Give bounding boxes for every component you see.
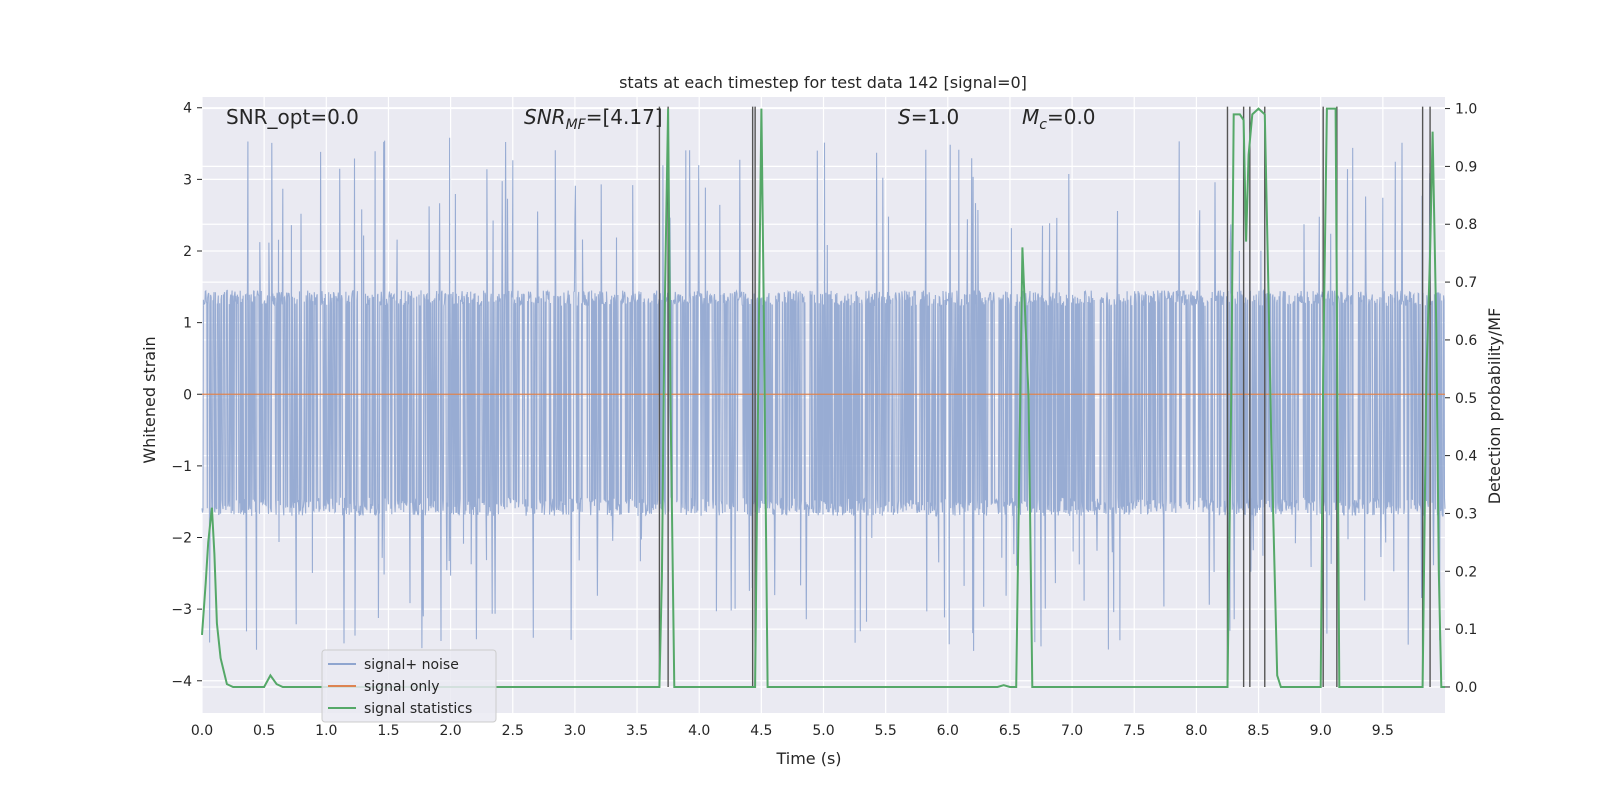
signal-noise-line: [201, 137, 1446, 651]
annotation-mc-value: =0.0: [1047, 105, 1096, 129]
legend-box: [321, 649, 497, 723]
y-left-tick-label: −2: [171, 531, 192, 547]
annotation-mc-main: M: [1022, 105, 1039, 129]
y-right-tick-label: 0.3: [1455, 506, 1477, 522]
legend-label-signal-only: signal only: [364, 679, 439, 695]
x-tick-label: 8.5: [1247, 723, 1269, 739]
x-tick-label: 9.0: [1310, 723, 1332, 739]
y-left-tick-label: −3: [171, 602, 192, 618]
annotation-mc: Mc=0.0: [1022, 105, 1096, 133]
ticks: 0.0 0.5 1.0 1.5 2.0 2.5 3.0 3.5 4.0 4.5 5.0 5.5 6.0 6…: [171, 101, 1477, 739]
y-right-tick-label: 0.1: [1455, 622, 1477, 638]
annotation-snr-opt: SNR_opt=0.0: [226, 105, 359, 129]
x-tick-label: 6.0: [937, 723, 959, 739]
x-tick-label: 1.5: [377, 723, 399, 739]
annotation-mc-sub: c: [1039, 117, 1047, 133]
y-axis-right-label: Detection probability/MF: [1485, 308, 1504, 505]
chart-title: stats at each timestep for test data 142…: [619, 73, 1027, 92]
y-left-tick-label: −1: [171, 459, 192, 475]
y-right-tick-label: 1.0: [1455, 102, 1477, 118]
y-right-tick-label: 0.7: [1455, 275, 1477, 291]
x-tick-label: 7.0: [1061, 723, 1083, 739]
x-tick-label: 2.5: [502, 723, 524, 739]
y-right-tick-label: 0.6: [1455, 333, 1477, 349]
annotation-snr-mf: SNRMF=[4.17]: [524, 105, 663, 133]
x-tick-label: 5.5: [875, 723, 897, 739]
x-tick-label: 0.0: [191, 723, 213, 739]
y-left-tick-label: −4: [171, 674, 192, 690]
y-right-tick-label: 0.0: [1455, 680, 1477, 696]
annotation-s-main: S: [898, 105, 911, 129]
y-left-tick-label: 1: [183, 316, 192, 332]
y-right-tick-label: 0.9: [1455, 159, 1477, 175]
y-axis-left-label: Whitened strain: [140, 336, 159, 463]
y-left-tick-label: 2: [183, 244, 192, 260]
y-right-tick-label: 0.5: [1455, 391, 1477, 407]
annotation-s-value: =1.0: [911, 105, 960, 129]
x-tick-label: 5.0: [812, 723, 834, 739]
x-tick-label: 0.5: [253, 723, 275, 739]
y-left-tick-label: 0: [183, 387, 192, 403]
annotation-snr-mf-sub: MF: [566, 117, 587, 133]
y-left-tick-label: 4: [183, 101, 192, 117]
series-signal-statistics: [201, 107, 1445, 688]
x-tick-label: 4.0: [688, 723, 710, 739]
legend: signal+ noise signal only signal statist…: [321, 649, 497, 723]
annotation-s: S=1.0: [898, 105, 959, 129]
x-tick-label: 8.0: [1185, 723, 1207, 739]
legend-label-signal-noise: signal+ noise: [364, 657, 459, 673]
y-left-tick-label: 3: [183, 172, 192, 188]
annotation-snr-mf-value: =[4.17]: [586, 105, 663, 129]
y-right-tick-label: 0.8: [1455, 217, 1477, 233]
annotation-snr-mf-main: SNR: [524, 105, 566, 129]
x-tick-label: 1.0: [315, 723, 337, 739]
x-axis-label: Time (s): [775, 749, 841, 768]
x-tick-label: 7.5: [1123, 723, 1145, 739]
signal-statistics-line: [201, 107, 1445, 688]
series-signal-noise: [201, 137, 1446, 651]
y-right-tick-label: 0.4: [1455, 449, 1477, 465]
x-tick-label: 6.5: [999, 723, 1021, 739]
legend-label-signal-statistics: signal statistics: [364, 701, 472, 717]
x-tick-label: 9.5: [1372, 723, 1394, 739]
y-right-tick-label: 0.2: [1455, 564, 1477, 580]
x-tick-label: 2.0: [439, 723, 461, 739]
vertical-markers: [658, 106, 1431, 687]
x-tick-label: 3.5: [626, 723, 648, 739]
x-tick-label: 3.0: [564, 723, 586, 739]
x-tick-label: 4.5: [750, 723, 772, 739]
